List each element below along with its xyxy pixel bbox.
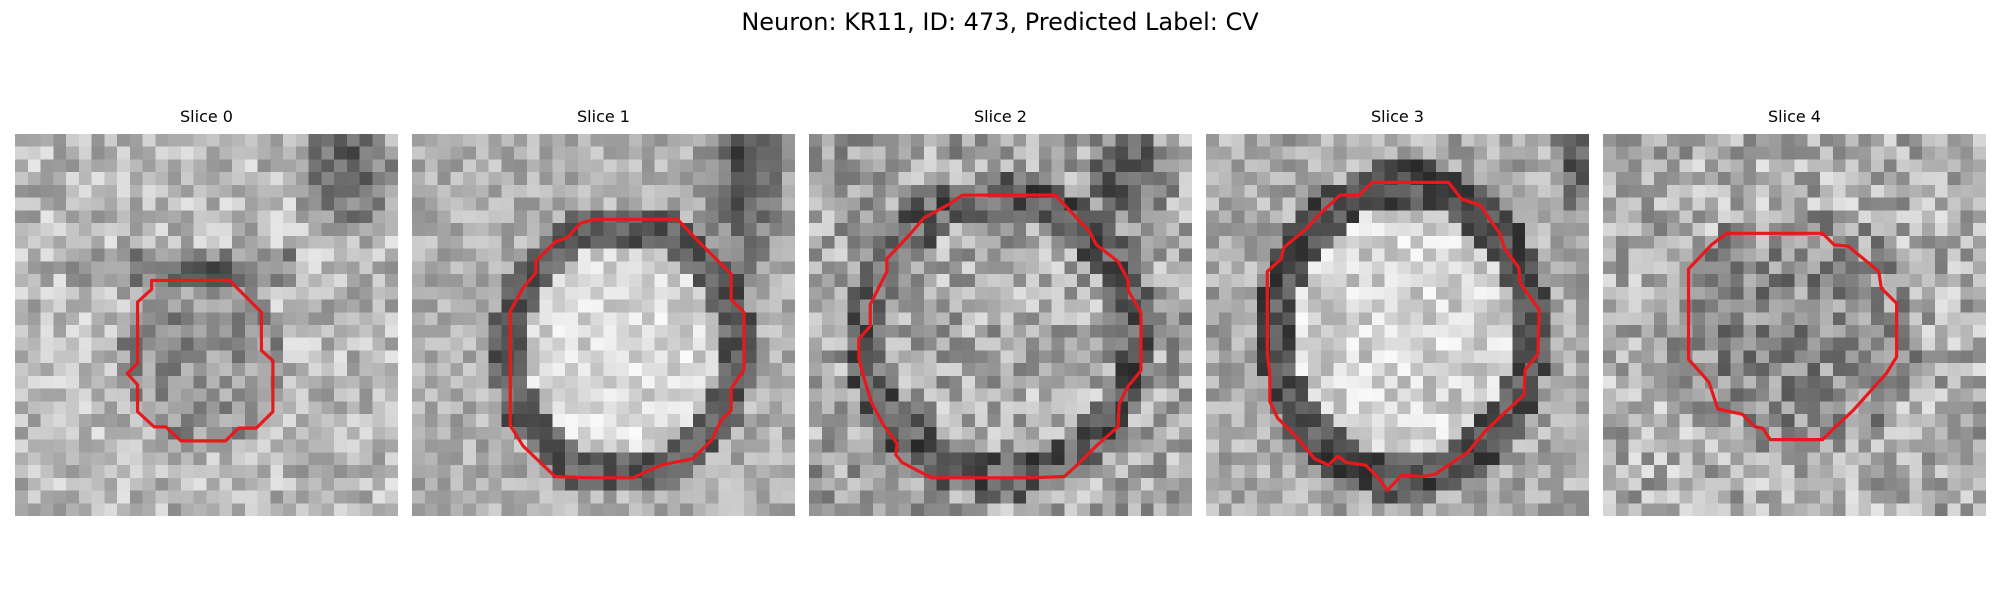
slice-title-4: Slice 4: [1768, 107, 1821, 126]
roi-contour: [508, 217, 746, 480]
slice-panel-1: Slice 1: [412, 106, 795, 516]
roi-contour: [125, 278, 275, 443]
slice-image-1: [412, 134, 795, 516]
slice-image-3: [1206, 134, 1589, 516]
slice-panel-0: Slice 0: [15, 106, 398, 516]
grayscale-pixels: [1206, 134, 1589, 516]
slice-image-0: [15, 134, 398, 516]
roi-contour: [857, 193, 1143, 480]
slice-image-2: [809, 134, 1192, 516]
grayscale-pixels: [1603, 134, 1986, 516]
roi-contour: [1686, 231, 1899, 442]
grayscale-pixels: [15, 134, 398, 516]
slice-panel-3: Slice 3: [1206, 106, 1589, 516]
roi-contour: [1265, 180, 1541, 493]
slice-panel-2: Slice 2: [809, 106, 1192, 516]
slice-title-1: Slice 1: [577, 107, 630, 126]
slice-panel-4: Slice 4: [1603, 106, 1986, 516]
grayscale-pixels: [412, 134, 795, 516]
slice-title-3: Slice 3: [1371, 107, 1424, 126]
grayscale-pixels: [809, 134, 1192, 516]
slice-title-0: Slice 0: [180, 107, 233, 126]
figure-title: Neuron: KR11, ID: 473, Predicted Label: …: [741, 8, 1259, 36]
slice-title-2: Slice 2: [974, 107, 1027, 126]
slice-image-4: [1603, 134, 1986, 516]
